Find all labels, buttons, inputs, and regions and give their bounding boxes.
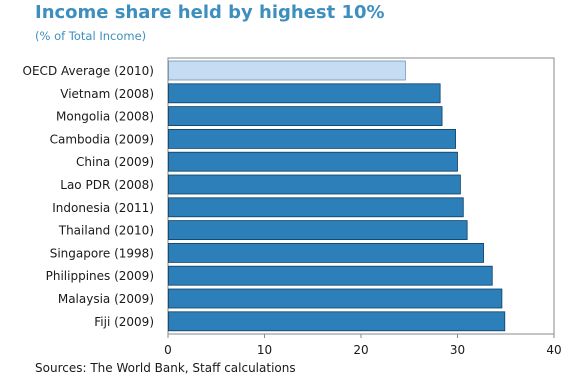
category-label: Singapore (1998) — [50, 246, 154, 260]
x-axis: 0 10 20 30 40 — [164, 334, 562, 357]
bar — [168, 106, 443, 126]
bar — [168, 197, 464, 218]
x-tick-label: 40 — [546, 343, 561, 357]
chart-source: Sources: The World Bank, Staff calculati… — [35, 361, 296, 375]
x-tick-label: 10 — [257, 343, 272, 357]
bar — [168, 83, 441, 104]
category-label: Vietnam (2008) — [60, 87, 154, 101]
bars-group — [168, 60, 506, 332]
category-label: Philippines (2009) — [46, 269, 154, 283]
category-label: Fiji (2009) — [94, 315, 154, 329]
bar — [168, 288, 503, 309]
bar — [168, 60, 406, 81]
bar — [168, 128, 456, 149]
category-label: China (2009) — [76, 155, 154, 169]
bar — [168, 220, 468, 241]
bar — [168, 151, 458, 172]
category-label: Lao PDR (2008) — [60, 178, 154, 192]
x-tick-label: 0 — [164, 343, 172, 357]
x-tick-label: 30 — [450, 343, 465, 357]
category-label: Malaysia (2009) — [58, 292, 154, 306]
category-label: Cambodia (2009) — [50, 132, 154, 146]
category-label: Thailand (2010) — [58, 224, 154, 238]
x-tick-label: 20 — [353, 343, 368, 357]
bar — [168, 242, 484, 263]
bar — [168, 174, 461, 195]
chart-title: Income share held by highest 10% — [35, 2, 385, 23]
category-labels: OECD Average (2010) Vietnam (2008) Mongoli… — [23, 64, 154, 329]
category-label: OECD Average (2010) — [23, 64, 154, 78]
bar — [168, 311, 506, 332]
bar — [168, 265, 493, 286]
category-label: Indonesia (2011) — [52, 201, 154, 215]
chart-subtitle: (% of Total Income) — [35, 29, 147, 43]
category-label: Mongolia (2008) — [56, 110, 154, 124]
